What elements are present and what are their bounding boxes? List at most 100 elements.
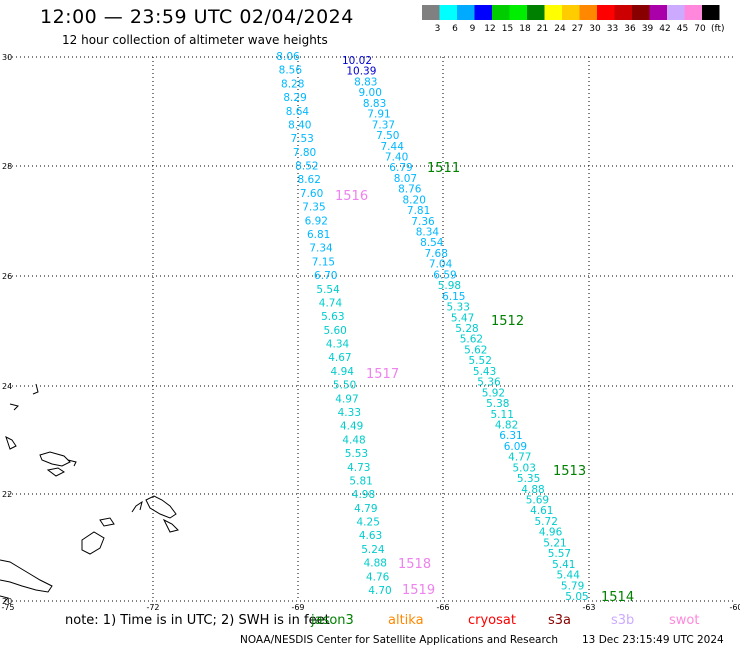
swh-value: 5.72 bbox=[535, 516, 558, 528]
swh-value: 8.52 bbox=[295, 161, 318, 173]
mission-s3a: s3a bbox=[548, 613, 572, 628]
island-outline bbox=[67, 459, 77, 467]
swh-value: 8.07 bbox=[394, 173, 417, 185]
time-label: 1511 bbox=[427, 161, 460, 176]
swh-value: 5.28 bbox=[455, 323, 478, 335]
lon-tick-label: -75 bbox=[1, 603, 14, 612]
swh-value: 4.33 bbox=[338, 407, 361, 419]
coastline bbox=[0, 383, 179, 603]
time-labels: 1511 1512 1513 1514 1516 1517 1518 1519 bbox=[335, 161, 634, 605]
legend-label: 27 bbox=[572, 24, 583, 34]
time-label: 1516 bbox=[335, 189, 368, 204]
swh-value: 8.64 bbox=[286, 106, 310, 118]
swh-value: 5.69 bbox=[526, 495, 549, 507]
legend-label: 30 bbox=[589, 24, 601, 34]
swh-value: 5.41 bbox=[552, 559, 575, 571]
legend-label: 39 bbox=[642, 24, 654, 34]
swh-value: 4.77 bbox=[508, 452, 531, 464]
time-label: 1519 bbox=[402, 583, 435, 598]
legend-swatch bbox=[527, 5, 545, 20]
mission-jason3: jason3 bbox=[311, 613, 354, 628]
island-outline bbox=[9, 403, 19, 411]
legend-swatch bbox=[474, 5, 492, 20]
swh-value: 8.83 bbox=[354, 76, 377, 88]
swh-value: 10.39 bbox=[346, 66, 376, 78]
lat-tick-label: 24 bbox=[2, 382, 12, 391]
swh-value: 8.29 bbox=[283, 92, 306, 104]
legend-label: 3 bbox=[435, 24, 441, 34]
swh-value: 4.79 bbox=[354, 503, 377, 515]
swh-value: 10.02 bbox=[342, 55, 372, 67]
legend-swatch bbox=[702, 5, 720, 20]
island-outline bbox=[5, 436, 17, 450]
legend-swatch bbox=[597, 5, 615, 20]
swh-value: 7.36 bbox=[411, 216, 435, 228]
page-subtitle: 12 hour collection of altimeter wave hei… bbox=[62, 33, 328, 47]
swh-value: 4.94 bbox=[331, 366, 355, 378]
legend-swatch bbox=[492, 5, 510, 20]
page-title: 12:00 — 23:59 UTC 02/04/2024 bbox=[40, 6, 354, 28]
lon-tick-label: -60 bbox=[729, 603, 740, 612]
swh-value: 5.60 bbox=[323, 325, 346, 337]
legend-label: 12 bbox=[484, 24, 495, 34]
swh-value: 6.09 bbox=[504, 441, 527, 453]
swh-values: 8.06 8.568.28 8.29 8.648.40 7.53 7.80 8.528.62… bbox=[276, 51, 588, 603]
swh-value: 5.62 bbox=[460, 334, 483, 346]
swh-value: 7.81 bbox=[407, 205, 430, 217]
legend-label: 18 bbox=[519, 24, 531, 34]
swh-value: 4.34 bbox=[326, 339, 350, 351]
swh-value: 5.98 bbox=[438, 280, 461, 292]
legend-swatch bbox=[632, 5, 650, 20]
island-outline bbox=[81, 531, 105, 555]
swh-value: 4.70 bbox=[368, 585, 391, 597]
legend-swatch bbox=[509, 5, 527, 20]
swh-value: 7.68 bbox=[425, 248, 448, 260]
swh-value: 8.20 bbox=[403, 194, 426, 206]
swh-value: 4.76 bbox=[366, 571, 390, 583]
swh-value: 4.74 bbox=[319, 297, 343, 309]
swh-value: 5.35 bbox=[517, 473, 540, 485]
time-label: 1517 bbox=[366, 367, 399, 382]
legend-swatch bbox=[684, 5, 702, 20]
swh-value: 8.34 bbox=[416, 227, 440, 239]
swh-value: 6.92 bbox=[305, 215, 328, 227]
swh-value: 7.80 bbox=[293, 147, 316, 159]
swh-value: 5.92 bbox=[482, 387, 505, 399]
swh-value: 5.24 bbox=[361, 544, 385, 556]
swh-value: 4.98 bbox=[352, 489, 375, 501]
swh-value: 4.48 bbox=[342, 434, 365, 446]
swh-value: 8.76 bbox=[398, 184, 422, 196]
lon-tick-label: -69 bbox=[291, 603, 304, 612]
map-grid: 30 28 26 24 22 20-75 -72 -69 -66 -63 -60 bbox=[1, 53, 740, 612]
legend-swatch bbox=[614, 5, 632, 20]
swh-value: 9.00 bbox=[359, 87, 382, 99]
swh-value: 7.91 bbox=[367, 109, 390, 121]
legend-swatch bbox=[439, 5, 457, 20]
swh-value: 5.57 bbox=[548, 548, 571, 560]
swh-value: 4.88 bbox=[364, 558, 387, 570]
swh-value: 7.37 bbox=[372, 119, 395, 131]
swh-value: 4.88 bbox=[521, 484, 544, 496]
swh-value: 5.11 bbox=[491, 409, 514, 421]
island-outline bbox=[32, 383, 39, 395]
swh-value: 8.62 bbox=[298, 174, 321, 186]
legend-swatch bbox=[649, 5, 667, 20]
credit-line: NOAA/NESDIS Center for Satellite Applica… bbox=[240, 634, 558, 646]
swh-value: 7.15 bbox=[312, 256, 335, 268]
legend-swatch bbox=[562, 5, 580, 20]
swh-value: 5.36 bbox=[477, 377, 501, 389]
time-label: 1513 bbox=[553, 464, 586, 479]
swh-value: 5.33 bbox=[447, 302, 470, 314]
swh-value: 5.38 bbox=[486, 398, 509, 410]
swh-value: 7.53 bbox=[290, 133, 313, 145]
swh-value: 5.44 bbox=[557, 570, 581, 582]
time-label: 1518 bbox=[398, 557, 431, 572]
legend-label: 15 bbox=[502, 24, 513, 34]
legend-label: 42 bbox=[659, 24, 670, 34]
legend-label: 6 bbox=[452, 24, 458, 34]
generated-timestamp: 13 Dec 23:15:49 UTC 2024 bbox=[582, 634, 724, 646]
legend-unit: (ft) bbox=[711, 24, 725, 34]
swh-value: 5.81 bbox=[349, 475, 372, 487]
swh-value: 5.53 bbox=[345, 448, 368, 460]
